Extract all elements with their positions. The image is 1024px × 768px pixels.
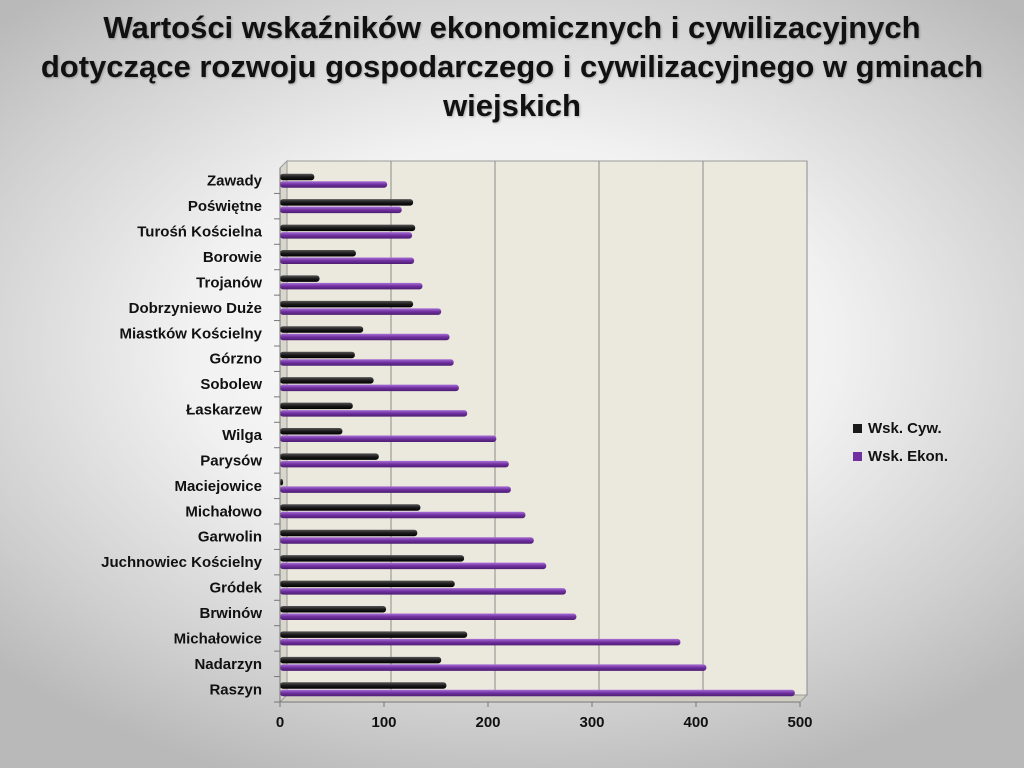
category-label: Miastków Kościelny — [119, 325, 262, 342]
bar-wsk-cyw — [280, 580, 455, 588]
bar-wsk-cyw — [280, 529, 418, 537]
bar-wsk-ekon — [280, 206, 402, 214]
bar-wsk-ekon — [280, 181, 388, 188]
category-label: Gródek — [209, 580, 262, 597]
bar-wsk-cyw — [280, 199, 414, 206]
category-label: Trojanów — [196, 274, 262, 291]
bar-wsk-cyw — [280, 478, 284, 486]
chart-title: Wartości wskaźników ekonomicznych i cywi… — [40, 10, 984, 123]
category-label: Borowie — [203, 249, 262, 266]
bar-wsk-ekon — [280, 588, 566, 595]
legend-swatch-wsk-cyw — [853, 424, 862, 433]
bar-wsk-cyw — [280, 377, 374, 384]
category-label: Garwolin — [198, 529, 262, 546]
x-tick-label: 100 — [371, 714, 396, 731]
category-label: Brwinów — [200, 605, 263, 622]
category-label: Górzno — [210, 351, 263, 368]
legend-swatch-wsk-ekon — [853, 452, 862, 461]
bar-wsk-cyw — [280, 555, 465, 562]
bar-wsk-ekon — [280, 689, 795, 697]
category-label: Łaskarzew — [186, 402, 262, 419]
category-label: Maciejowice — [174, 478, 262, 495]
bar-wsk-ekon — [280, 410, 468, 417]
bar-wsk-cyw — [280, 326, 364, 333]
bar-wsk-ekon — [280, 613, 577, 620]
bar-wsk-ekon — [280, 282, 423, 290]
x-tick-label: 500 — [787, 714, 812, 731]
category-label: Sobolew — [200, 376, 262, 393]
category-label: Turośń Kościelna — [137, 224, 262, 241]
category-label: Juchnowiec Kościelny — [101, 554, 263, 571]
bar-wsk-ekon — [280, 664, 707, 671]
bar-wsk-cyw — [280, 351, 355, 359]
category-label: Zawady — [207, 173, 263, 190]
bar-wsk-ekon — [280, 511, 526, 519]
bar-wsk-ekon — [280, 359, 454, 366]
bar-wsk-cyw — [280, 250, 356, 257]
bar-wsk-cyw — [280, 173, 315, 181]
bar-wsk-ekon — [280, 537, 534, 544]
category-label: Michałowice — [174, 630, 262, 647]
category-label: Nadarzyn — [194, 656, 262, 673]
bar-wsk-ekon — [280, 308, 442, 315]
category-label: Poświętne — [188, 198, 262, 215]
bar-wsk-cyw — [280, 606, 387, 613]
bar-wsk-ekon — [280, 384, 459, 392]
legend-label: Wsk. Ekon. — [868, 448, 948, 465]
category-label: Michałowo — [185, 503, 262, 520]
bar-wsk-cyw — [280, 453, 379, 460]
bar-wsk-ekon — [280, 562, 547, 570]
category-label: Raszyn — [209, 681, 262, 698]
bar-wsk-cyw — [280, 504, 421, 511]
x-tick-label: 200 — [475, 714, 500, 731]
bar-wsk-cyw — [280, 300, 414, 308]
bar-wsk-ekon — [280, 460, 509, 468]
bar-wsk-ekon — [280, 435, 497, 442]
x-tick-label: 300 — [579, 714, 604, 731]
bar-wsk-cyw — [280, 656, 442, 664]
category-label: Dobrzyniewo Duże — [129, 300, 262, 317]
bar-wsk-ekon — [280, 333, 450, 341]
category-label: Parysów — [200, 452, 262, 469]
bar-wsk-cyw — [280, 682, 447, 689]
bar-wsk-ekon — [280, 232, 413, 239]
bar-wsk-cyw — [280, 275, 320, 282]
bar-wsk-cyw — [280, 224, 416, 232]
x-tick-label: 400 — [683, 714, 708, 731]
bar-wsk-ekon — [280, 257, 415, 264]
bar-wsk-cyw — [280, 428, 343, 435]
x-tick-label: 0 — [276, 714, 284, 731]
category-label: Wilga — [222, 427, 263, 444]
bar-wsk-ekon — [280, 638, 681, 646]
bar-wsk-cyw — [280, 631, 468, 638]
bar-wsk-ekon — [280, 486, 511, 493]
legend-label: Wsk. Cyw. — [868, 420, 942, 437]
bar-wsk-cyw — [280, 402, 353, 410]
